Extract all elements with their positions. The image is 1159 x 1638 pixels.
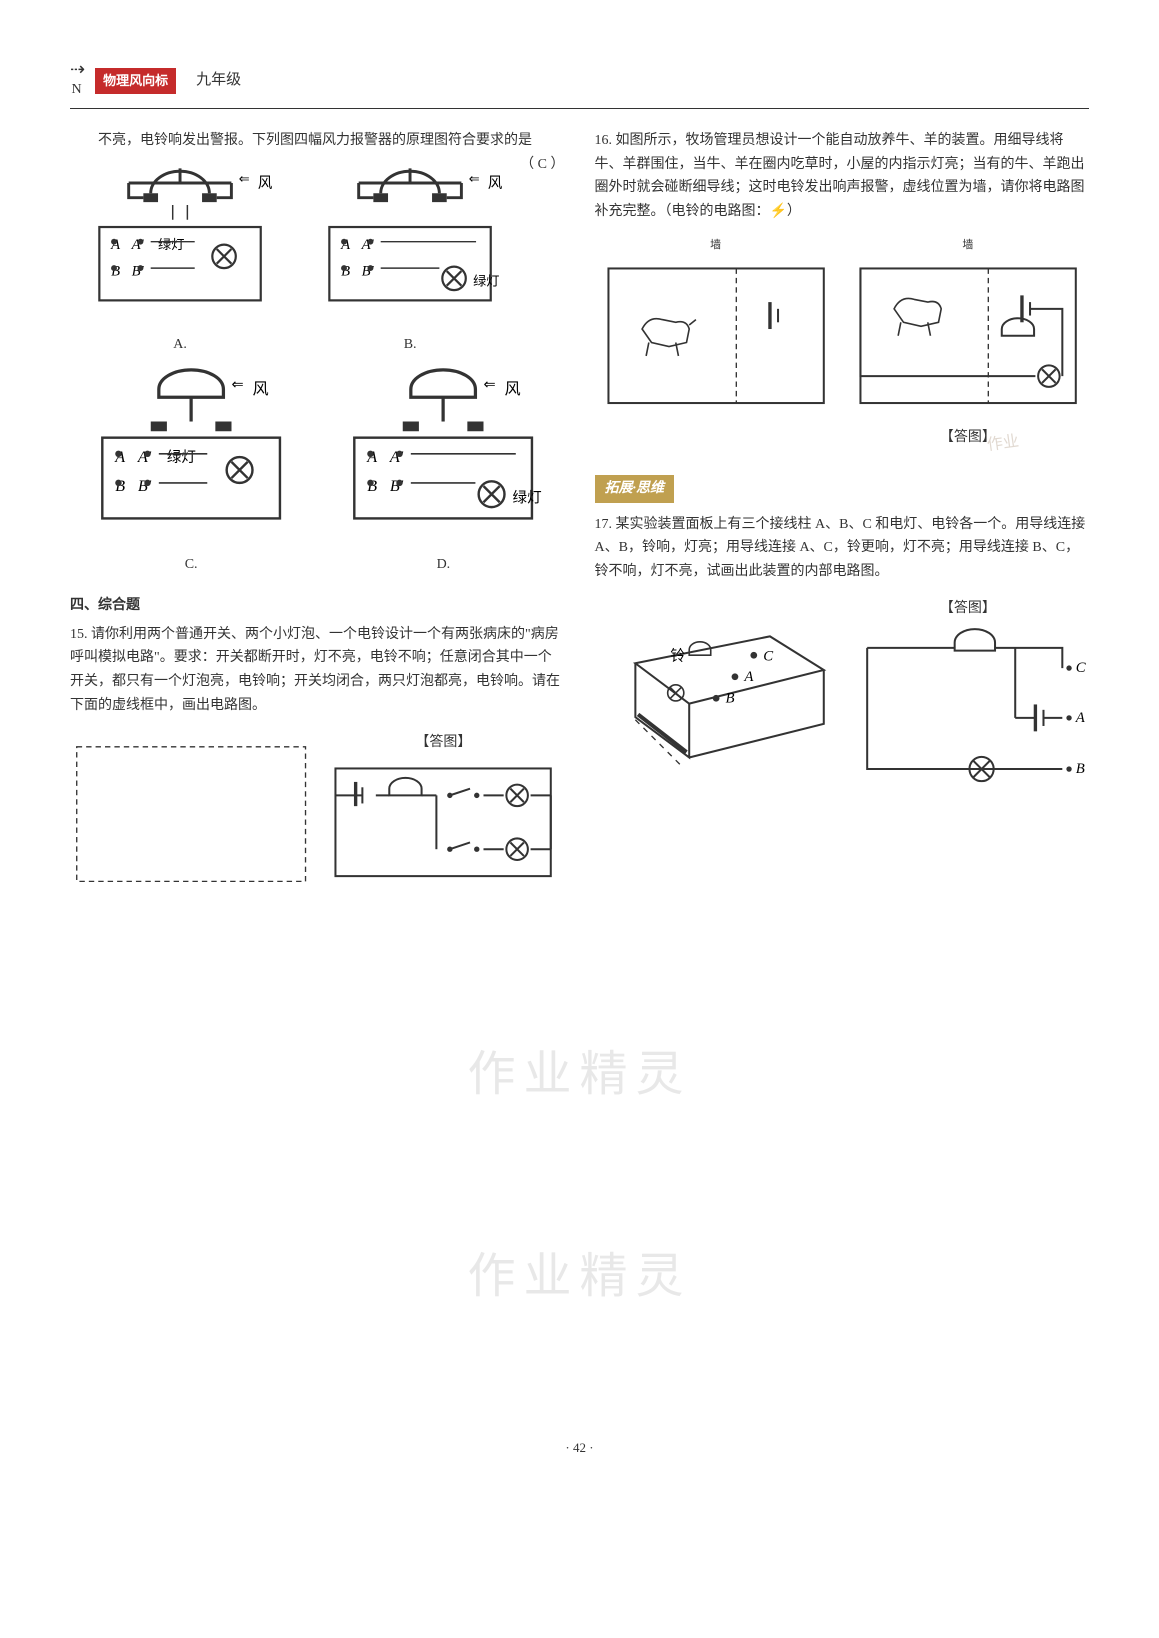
q16-answer-icon (847, 255, 1089, 417)
compass-icon: ⇢ (70, 60, 83, 78)
page-header: ⇢ N 物理风向标 九年级 (70, 60, 1089, 109)
svg-text:风: 风 (505, 381, 521, 398)
svg-text:A: A (1075, 710, 1086, 726)
svg-text:C: C (1076, 660, 1086, 676)
q15-text: 请你利用两个普通开关、两个小灯泡、一个电铃设计一个有两张病床的"病房呼叫模拟电路… (70, 627, 560, 713)
svg-text:⇐: ⇐ (469, 171, 480, 186)
svg-text:铃: 铃 (670, 648, 685, 665)
q16-answer-label: 【答图】 (847, 425, 1089, 449)
q16-diagrams: 墙 墙 (595, 236, 1090, 449)
homework-stamp: 作业 (985, 428, 1020, 459)
q14-row1: ⇐风 A A' 绿灯 B B' (70, 161, 520, 357)
q14-option-d: ⇐风 A A' B B' 绿灯 (322, 365, 564, 577)
q15-dashed-box-icon (70, 730, 312, 898)
series-badge: 物理风向标 (95, 68, 176, 94)
svg-text:⇐: ⇐ (231, 377, 243, 393)
q17-answer-circuit-icon: C A B (847, 621, 1089, 796)
extension-tag: 拓展·思维 (595, 475, 675, 503)
q17-device-icon: 铃 C A B (595, 596, 837, 771)
svg-text:绿灯: 绿灯 (513, 489, 542, 506)
q17-answer-label: 【答图】 (940, 599, 996, 615)
svg-text:A: A (743, 669, 754, 685)
svg-text:风: 风 (252, 381, 268, 398)
q16-given-icon (595, 255, 837, 417)
svg-text:B: B (725, 690, 734, 706)
svg-text:B': B' (362, 263, 375, 279)
q17-diagrams: 铃 C A B 【答图】 C (595, 596, 1090, 805)
q17-text: 某实验装置面板上有三个接线柱 A、B、C 和电灯、电铃各一个。用导线连接 A、B… (595, 517, 1086, 580)
q16-answer: 墙 【答图】 (847, 236, 1089, 449)
watermark-1: 作业精灵 (70, 1034, 1089, 1116)
svg-text:绿灯: 绿灯 (473, 273, 499, 288)
svg-text:B': B' (132, 263, 145, 279)
circuit-d-icon: ⇐风 A A' B B' 绿灯 (322, 365, 564, 543)
q17-device: 铃 C A B (595, 596, 837, 805)
compass-logo: ⇢ N (70, 60, 83, 102)
svg-text:B: B (1076, 761, 1085, 777)
svg-text:风: 风 (488, 174, 503, 191)
svg-text:绿灯: 绿灯 (167, 448, 196, 465)
content-columns: 不亮，电铃响发出警报。下列图四幅风力报警器的原理图符合要求的是 （ C ） ⇐ 风… (70, 129, 1089, 914)
section-extension: 拓展·思维 (595, 465, 1090, 513)
q16-given: 墙 (595, 236, 837, 449)
svg-text:⇐: ⇐ (239, 171, 250, 186)
q14-row2: ⇐风 A A' 绿灯 B B' (70, 365, 565, 577)
q14-text: 不亮，电铃响发出警报。下列图四幅风力报警器的原理图符合要求的是 （ C ） (70, 129, 565, 153)
q15-answer-label: 【答图】 (415, 733, 471, 749)
q14-option-c: ⇐风 A A' 绿灯 B B' (70, 365, 312, 577)
q17: 17. 某实验装置面板上有三个接线柱 A、B、C 和电灯、电铃各一个。用导线连接… (595, 513, 1090, 805)
left-column: 不亮，电铃响发出警报。下列图四幅风力报警器的原理图符合要求的是 （ C ） ⇐ 风… (70, 129, 565, 914)
label-b: B. (300, 333, 520, 357)
q16-num: 16. (595, 133, 613, 148)
label-d: D. (322, 553, 564, 577)
label-c: C. (70, 553, 312, 577)
q17-num: 17. (595, 517, 613, 532)
q16-wall-label2: 墙 (847, 236, 1089, 255)
compass-n: N (71, 78, 81, 102)
q16-text: 如图所示，牧场管理员想设计一个能自动放养牛、羊的装置。用细导线将牛、羊群围住，当… (595, 133, 1085, 219)
grade-label: 九年级 (196, 68, 241, 94)
q14-tail: 不亮，电铃响发出警报。下列图四幅风力报警器的原理图符合要求的是 （ C ） ⇐ 风… (70, 129, 565, 577)
q16: 16. 如图所示，牧场管理员想设计一个能自动放养牛、羊的装置。用细导线将牛、羊群… (595, 129, 1090, 449)
page-number: · 42 · (70, 1437, 1089, 1459)
q15-answer-circuit-icon (322, 755, 564, 890)
circuit-c-icon: ⇐风 A A' 绿灯 B B' (70, 365, 312, 543)
q14-option-a: ⇐风 A A' 绿灯 B B' (70, 161, 290, 357)
watermark-2: 作业精灵 (70, 1236, 1089, 1318)
q15-answer-box: 【答图】 (322, 730, 564, 898)
right-column: 16. 如图所示，牧场管理员想设计一个能自动放养牛、羊的装置。用细导线将牛、羊群… (595, 129, 1090, 914)
q14-option-b: ⇐风 A A' B B' 绿灯 (300, 161, 520, 357)
svg-text:风: 风 (258, 174, 273, 191)
svg-text:⇐: ⇐ (484, 377, 496, 393)
label-a: A. (70, 333, 290, 357)
section-4-title: 四、综合题 (70, 593, 565, 617)
circuit-a-icon: ⇐风 A A' 绿灯 B B' (70, 161, 290, 322)
svg-text:C: C (763, 649, 773, 665)
svg-text:A': A' (361, 237, 375, 253)
q15: 15. 请你利用两个普通开关、两个小灯泡、一个电铃设计一个有两张病床的"病房呼叫… (70, 623, 565, 898)
q17-answer: 【答图】 C A B (847, 596, 1089, 805)
q16-wall-label: 墙 (595, 236, 837, 255)
q15-num: 15. (70, 627, 88, 642)
circuit-b-icon: ⇐风 A A' B B' 绿灯 (300, 161, 520, 322)
svg-text:绿灯: 绿灯 (158, 237, 184, 252)
svg-text:A': A' (131, 237, 145, 253)
q14-answer: （ C ） (520, 153, 564, 177)
q15-diagrams: 【答图】 (70, 730, 565, 898)
